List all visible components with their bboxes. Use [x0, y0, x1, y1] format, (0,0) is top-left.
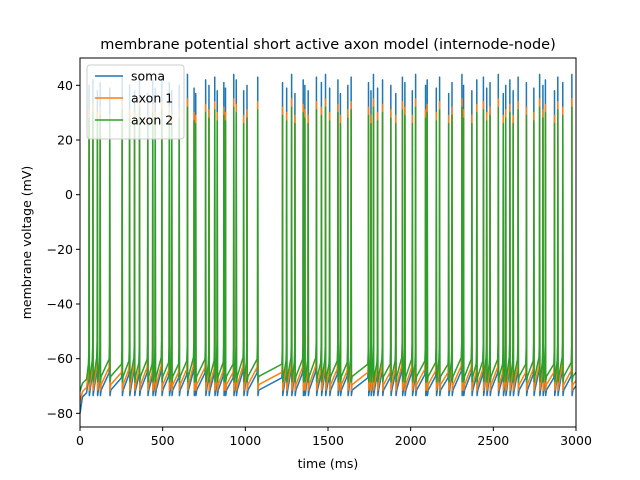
x-axis: 0 500 1000 1500 2000 2500 3000: [76, 427, 592, 448]
y-tick-label: −20: [47, 242, 73, 257]
y-axis: −80 −60 −40 −20 0 20 40: [47, 78, 80, 421]
x-tick-label: 500: [151, 433, 175, 448]
legend-label: soma: [131, 69, 165, 84]
x-tick-label: 3000: [560, 433, 592, 448]
y-tick-label: −40: [47, 297, 73, 312]
y-tick-label: 0: [65, 187, 73, 202]
legend: soma axon 1 axon 2: [86, 64, 185, 140]
legend-label: axon 2: [131, 113, 173, 128]
x-tick-label: 0: [76, 433, 84, 448]
y-tick-label: 20: [57, 133, 73, 148]
y-tick-label: 40: [57, 78, 73, 93]
series-layer: [79, 73, 577, 414]
x-tick-label: 1500: [312, 433, 344, 448]
chart-title: membrane potential short active axon mod…: [100, 37, 556, 53]
y-tick-label: −60: [47, 351, 73, 366]
x-tick-label: 2500: [477, 433, 509, 448]
legend-label: axon 1: [131, 91, 173, 106]
series-line-3: [79, 106, 577, 392]
y-tick-label: −80: [47, 406, 73, 421]
x-axis-label: time (ms): [298, 456, 359, 471]
x-tick-label: 1000: [229, 433, 261, 448]
y-axis-label: membrane voltage (mV): [19, 166, 34, 320]
x-tick-label: 2000: [395, 433, 427, 448]
